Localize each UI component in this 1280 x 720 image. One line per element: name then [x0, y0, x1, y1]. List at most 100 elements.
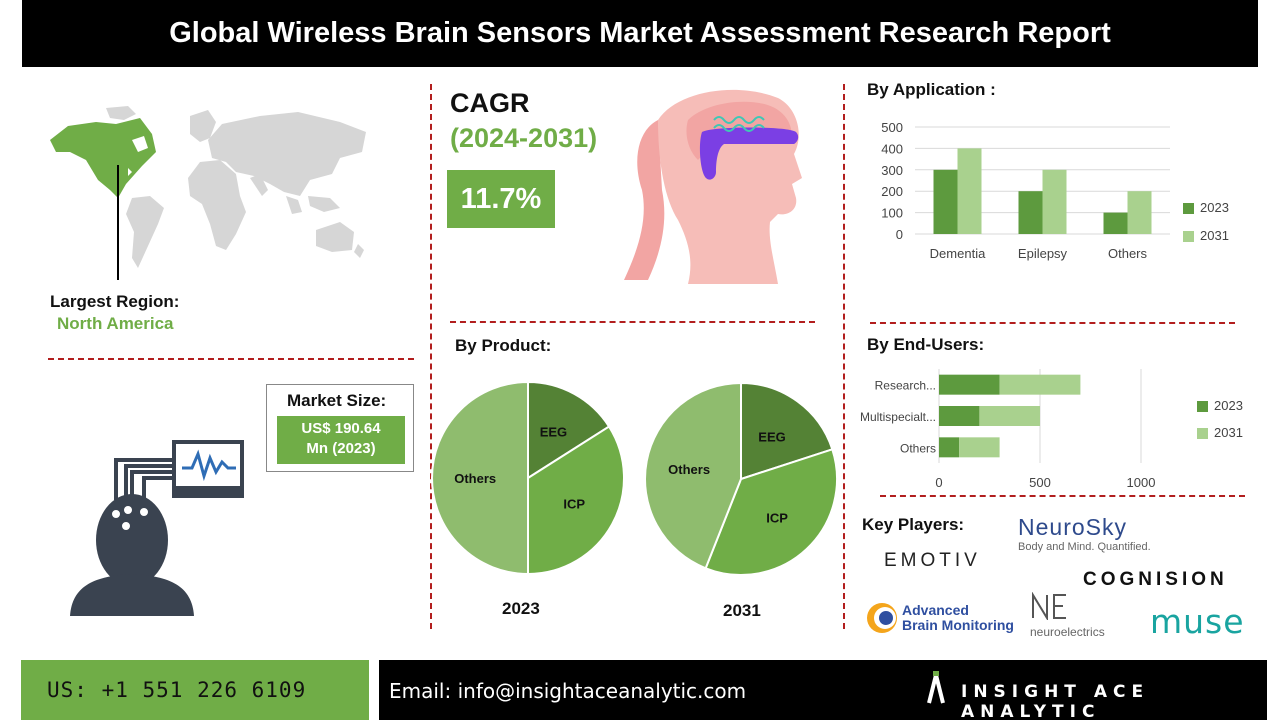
- x-tick-label: Dementia: [930, 246, 986, 261]
- neurosky-logo: NeuroSky Body and Mind. Quantified.: [1018, 514, 1151, 553]
- bar-2023-row-2: [939, 437, 960, 458]
- footer-email[interactable]: Email: info@insightaceanalytic.com: [389, 679, 747, 703]
- legend-swatch: [1197, 428, 1208, 440]
- bar-2031-row-2: [959, 437, 1000, 458]
- report-title: Global Wireless Brain Sensors Market Ass…: [22, 0, 1258, 67]
- abm-line2: Brain Monitoring: [902, 617, 1014, 633]
- product-pie-2023: EEG ICP Others: [431, 380, 625, 576]
- y-tick-label: 200: [881, 184, 903, 199]
- footer-phone[interactable]: US: +1 551 226 6109: [21, 660, 369, 720]
- pie-label: EEG: [540, 425, 567, 440]
- pie-label: ICP: [563, 496, 585, 511]
- divider: [430, 84, 432, 629]
- bar-2023-row-1: [939, 406, 980, 426]
- largest-region-value: North America: [57, 314, 174, 333]
- pie-caption-2023: 2023: [502, 599, 540, 618]
- cagr-label: CAGR: [450, 88, 530, 118]
- legend-label: 2031: [1200, 228, 1229, 243]
- legend-swatch: [1183, 203, 1194, 215]
- cagr-period: (2024-2031): [450, 123, 598, 153]
- end-users-bar-chart: 0 500 1000 Research... Multispecialt... Other…: [860, 369, 1156, 490]
- bar-2023-epilepsy: [1018, 191, 1043, 234]
- y-tick-label: 0: [896, 227, 903, 242]
- pie-caption-2031: 2031: [723, 601, 761, 620]
- muse-logo: muse: [1150, 602, 1245, 641]
- bar-2023-dementia: [933, 169, 958, 234]
- by-application-title: By Application :: [867, 80, 996, 99]
- abm-line1: Advanced: [902, 602, 969, 618]
- key-players-title: Key Players:: [862, 515, 965, 534]
- brand-logo-icon: [927, 671, 945, 704]
- pie-slice-eeg: [740, 381, 834, 481]
- legend-label: 2031: [1214, 425, 1243, 440]
- legend-swatch: [1197, 401, 1208, 413]
- divider: [880, 495, 1245, 497]
- pie-label: Others: [454, 471, 496, 486]
- legend-2023: 2023: [1197, 398, 1243, 413]
- neurosky-tagline: Body and Mind. Quantified.: [1018, 541, 1151, 553]
- sunburst-icon: [867, 603, 897, 633]
- y-tick-label: Multispecialt...: [860, 410, 936, 424]
- pie-label: Others: [668, 462, 710, 477]
- market-size-line2: Mn (2023): [306, 440, 376, 457]
- world-map-icon: [50, 106, 366, 268]
- divider: [843, 84, 845, 629]
- pie-slice-others: [431, 380, 529, 576]
- bar-2023-row-0: [939, 374, 1000, 395]
- legend-2031: 2031: [1197, 425, 1243, 440]
- footer-brand: INSIGHT ACE ANALYTIC: [961, 682, 1150, 720]
- x-tick-label: Epilepsy: [1018, 246, 1068, 261]
- x-tick-label: 1000: [1127, 475, 1156, 490]
- cognision-logo: COGNISION: [1083, 569, 1228, 590]
- product-pie-2031: EEG ICP Others: [644, 381, 838, 576]
- divider: [48, 358, 414, 360]
- ne-monogram-icon: [1032, 591, 1066, 622]
- neuroelectrics-logo: neuroelectrics: [1030, 591, 1105, 639]
- y-tick-label: 100: [881, 206, 903, 221]
- pie-label: ICP: [766, 510, 788, 525]
- divider: [870, 322, 1235, 324]
- pie-slice-others: [644, 381, 742, 570]
- x-tick-label: Others: [1108, 246, 1148, 261]
- abm-logo: Advanced Brain Monitoring: [865, 601, 1014, 635]
- brain-sensor-head-icon: [624, 89, 802, 284]
- market-size-label: Market Size:: [287, 391, 387, 410]
- x-tick-label: 500: [1029, 475, 1051, 490]
- legend-swatch: [1183, 231, 1194, 243]
- pie-slice-eeg: [527, 380, 611, 480]
- eeg-monitor-person-icon: [70, 440, 244, 616]
- y-tick-label: Others: [900, 441, 936, 455]
- y-tick-label: 400: [881, 141, 903, 156]
- y-tick-label: 300: [881, 163, 903, 178]
- legend-label: 2023: [1214, 398, 1243, 413]
- legend-label: 2023: [1200, 200, 1229, 215]
- cagr-value: 11.7%: [447, 170, 555, 228]
- bar-2031-epilepsy: [1042, 169, 1067, 234]
- legend-2023: 2023: [1183, 200, 1229, 215]
- neurosky-name: NeuroSky: [1018, 514, 1127, 540]
- y-tick-label: Research...: [875, 379, 936, 393]
- neuroelectrics-name: neuroelectrics: [1030, 625, 1105, 639]
- market-size-line1: US$ 190.64: [301, 420, 381, 437]
- footer-bar: Email: info@insightaceanalytic.com INSIG…: [379, 660, 1267, 720]
- market-size-value: US$ 190.64 Mn (2023): [277, 416, 405, 464]
- largest-region-label: Largest Region:: [50, 292, 180, 311]
- y-tick-label: 500: [881, 120, 903, 135]
- bar-2031-row-1: [979, 406, 1040, 426]
- pie-slice-icp: [704, 448, 838, 576]
- x-tick-label: 0: [935, 475, 942, 490]
- pie-label: EEG: [758, 429, 785, 444]
- application-bar-chart: 0 100 200 300 400 500 Dementia Epilepsy Others: [881, 120, 1170, 261]
- bar-2031-row-0: [999, 374, 1081, 395]
- by-end-users-title: By End-Users:: [867, 335, 985, 354]
- by-product-title: By Product:: [455, 336, 552, 355]
- bar-2031-others: [1127, 191, 1152, 234]
- pie-slice-icp: [527, 425, 625, 576]
- bar-2031-dementia: [957, 148, 982, 234]
- market-size-box: Market Size: US$ 190.64 Mn (2023): [266, 384, 414, 472]
- legend-2031: 2031: [1183, 228, 1229, 243]
- map-pointer: [117, 165, 119, 280]
- divider: [450, 321, 815, 323]
- emotiv-logo: EMOTIV: [884, 550, 981, 571]
- bar-2023-others: [1103, 212, 1128, 234]
